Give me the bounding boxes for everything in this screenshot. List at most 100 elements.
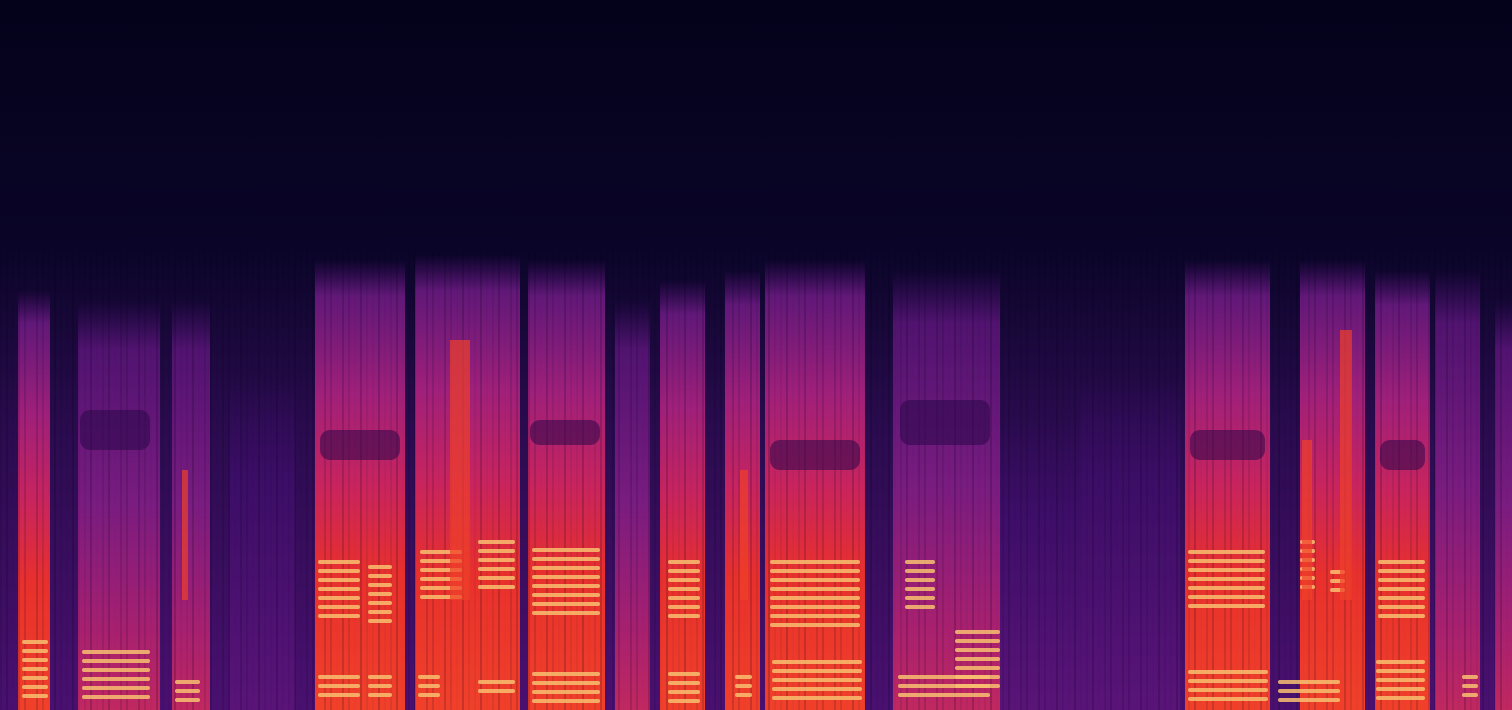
harmonic [668, 578, 700, 582]
texture [1464, 250, 1466, 710]
texture [360, 250, 362, 710]
formant-shadow [770, 440, 860, 470]
harmonic [772, 678, 862, 682]
harmonic [770, 578, 860, 582]
texture [126, 250, 128, 710]
texture [330, 250, 332, 710]
texture [1416, 250, 1418, 710]
harmonic [668, 605, 700, 609]
harmonic [532, 593, 600, 597]
texture [402, 250, 404, 710]
energy-band [1435, 270, 1480, 710]
harmonic [22, 640, 48, 644]
texture [1032, 250, 1034, 710]
harmonic [772, 660, 862, 664]
texture [1116, 250, 1118, 710]
texture [1278, 250, 1280, 710]
texture [348, 250, 350, 710]
harmonic [532, 699, 600, 703]
texture [288, 250, 290, 710]
harmonic [1378, 560, 1425, 564]
harmonic [478, 558, 515, 562]
texture [858, 250, 860, 710]
harmonic [770, 560, 860, 564]
harmonic [478, 549, 515, 553]
texture [1320, 250, 1322, 710]
texture [216, 250, 218, 710]
harmonic [368, 583, 392, 587]
texture [252, 250, 254, 710]
texture [1326, 250, 1328, 710]
harmonic [1462, 684, 1478, 688]
harmonic [905, 596, 935, 600]
texture [18, 250, 20, 710]
texture [438, 250, 440, 710]
harmonic [1378, 587, 1425, 591]
texture [954, 250, 956, 710]
texture [684, 250, 686, 710]
streak [182, 470, 188, 600]
harmonic [1278, 689, 1340, 693]
texture [492, 250, 494, 710]
harmonic [318, 605, 360, 609]
texture [1470, 250, 1472, 710]
texture [1380, 250, 1382, 710]
texture [1062, 250, 1064, 710]
texture [1488, 250, 1490, 710]
texture [678, 250, 680, 710]
harmonic [478, 680, 515, 684]
harmonic [1376, 660, 1425, 664]
texture [1014, 250, 1016, 710]
texture [1044, 250, 1046, 710]
harmonic [532, 575, 600, 579]
texture [834, 250, 836, 710]
texture [1080, 250, 1082, 710]
texture [666, 250, 668, 710]
harmonic [955, 657, 1000, 661]
texture [1446, 250, 1448, 710]
texture [174, 250, 176, 710]
texture [960, 250, 962, 710]
texture [924, 250, 926, 710]
texture [1362, 250, 1364, 710]
texture [1134, 250, 1136, 710]
harmonic [368, 693, 392, 697]
harmonic [1188, 586, 1265, 590]
texture [1092, 250, 1094, 710]
harmonic [1188, 595, 1265, 599]
texture [606, 250, 608, 710]
harmonic [1376, 669, 1425, 673]
texture [900, 250, 902, 710]
texture [1458, 250, 1460, 710]
texture [1296, 250, 1298, 710]
texture [972, 250, 974, 710]
harmonic [955, 666, 1000, 670]
texture [636, 250, 638, 710]
texture [696, 250, 698, 710]
streak [740, 470, 748, 600]
harmonic [368, 675, 392, 679]
harmonic [1378, 578, 1425, 582]
texture [1368, 250, 1370, 710]
texture [1284, 250, 1286, 710]
harmonic [1188, 670, 1268, 674]
texture [516, 250, 518, 710]
harmonic [668, 699, 700, 703]
texture [1482, 250, 1484, 710]
streak [450, 340, 470, 600]
harmonic [905, 560, 935, 564]
texture [180, 250, 182, 710]
texture [720, 250, 722, 710]
texture [1338, 250, 1340, 710]
texture [1452, 250, 1454, 710]
texture [36, 250, 38, 710]
texture [96, 250, 98, 710]
harmonic [955, 648, 1000, 652]
harmonic [1376, 678, 1425, 682]
energy-band [1375, 270, 1430, 710]
energy-band [18, 290, 50, 710]
harmonic [770, 596, 860, 600]
harmonic [175, 680, 200, 684]
texture [246, 250, 248, 710]
texture [270, 250, 272, 710]
